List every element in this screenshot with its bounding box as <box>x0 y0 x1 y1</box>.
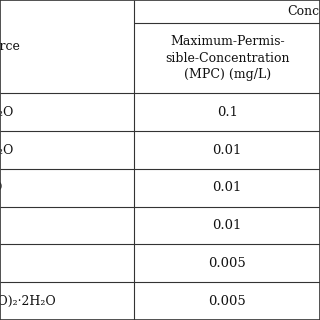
Text: 0.005: 0.005 <box>208 257 246 270</box>
Text: H₂O: H₂O <box>0 106 13 119</box>
Text: ource: ource <box>0 40 20 53</box>
Text: 0.01: 0.01 <box>212 181 242 194</box>
Text: 0.1: 0.1 <box>217 106 238 119</box>
Text: 0.005: 0.005 <box>208 295 246 308</box>
Text: 0.01: 0.01 <box>212 144 242 156</box>
Text: ₂O: ₂O <box>0 181 3 194</box>
Text: 0.01: 0.01 <box>212 219 242 232</box>
Text: OO)₂·2H₂O: OO)₂·2H₂O <box>0 295 56 308</box>
Text: Maximum-Permis-
sible-Concentration
(MPC) (mg/L): Maximum-Permis- sible-Concentration (MPC… <box>165 35 290 81</box>
Text: H₂O: H₂O <box>0 144 13 156</box>
Text: Conce: Conce <box>287 5 320 18</box>
